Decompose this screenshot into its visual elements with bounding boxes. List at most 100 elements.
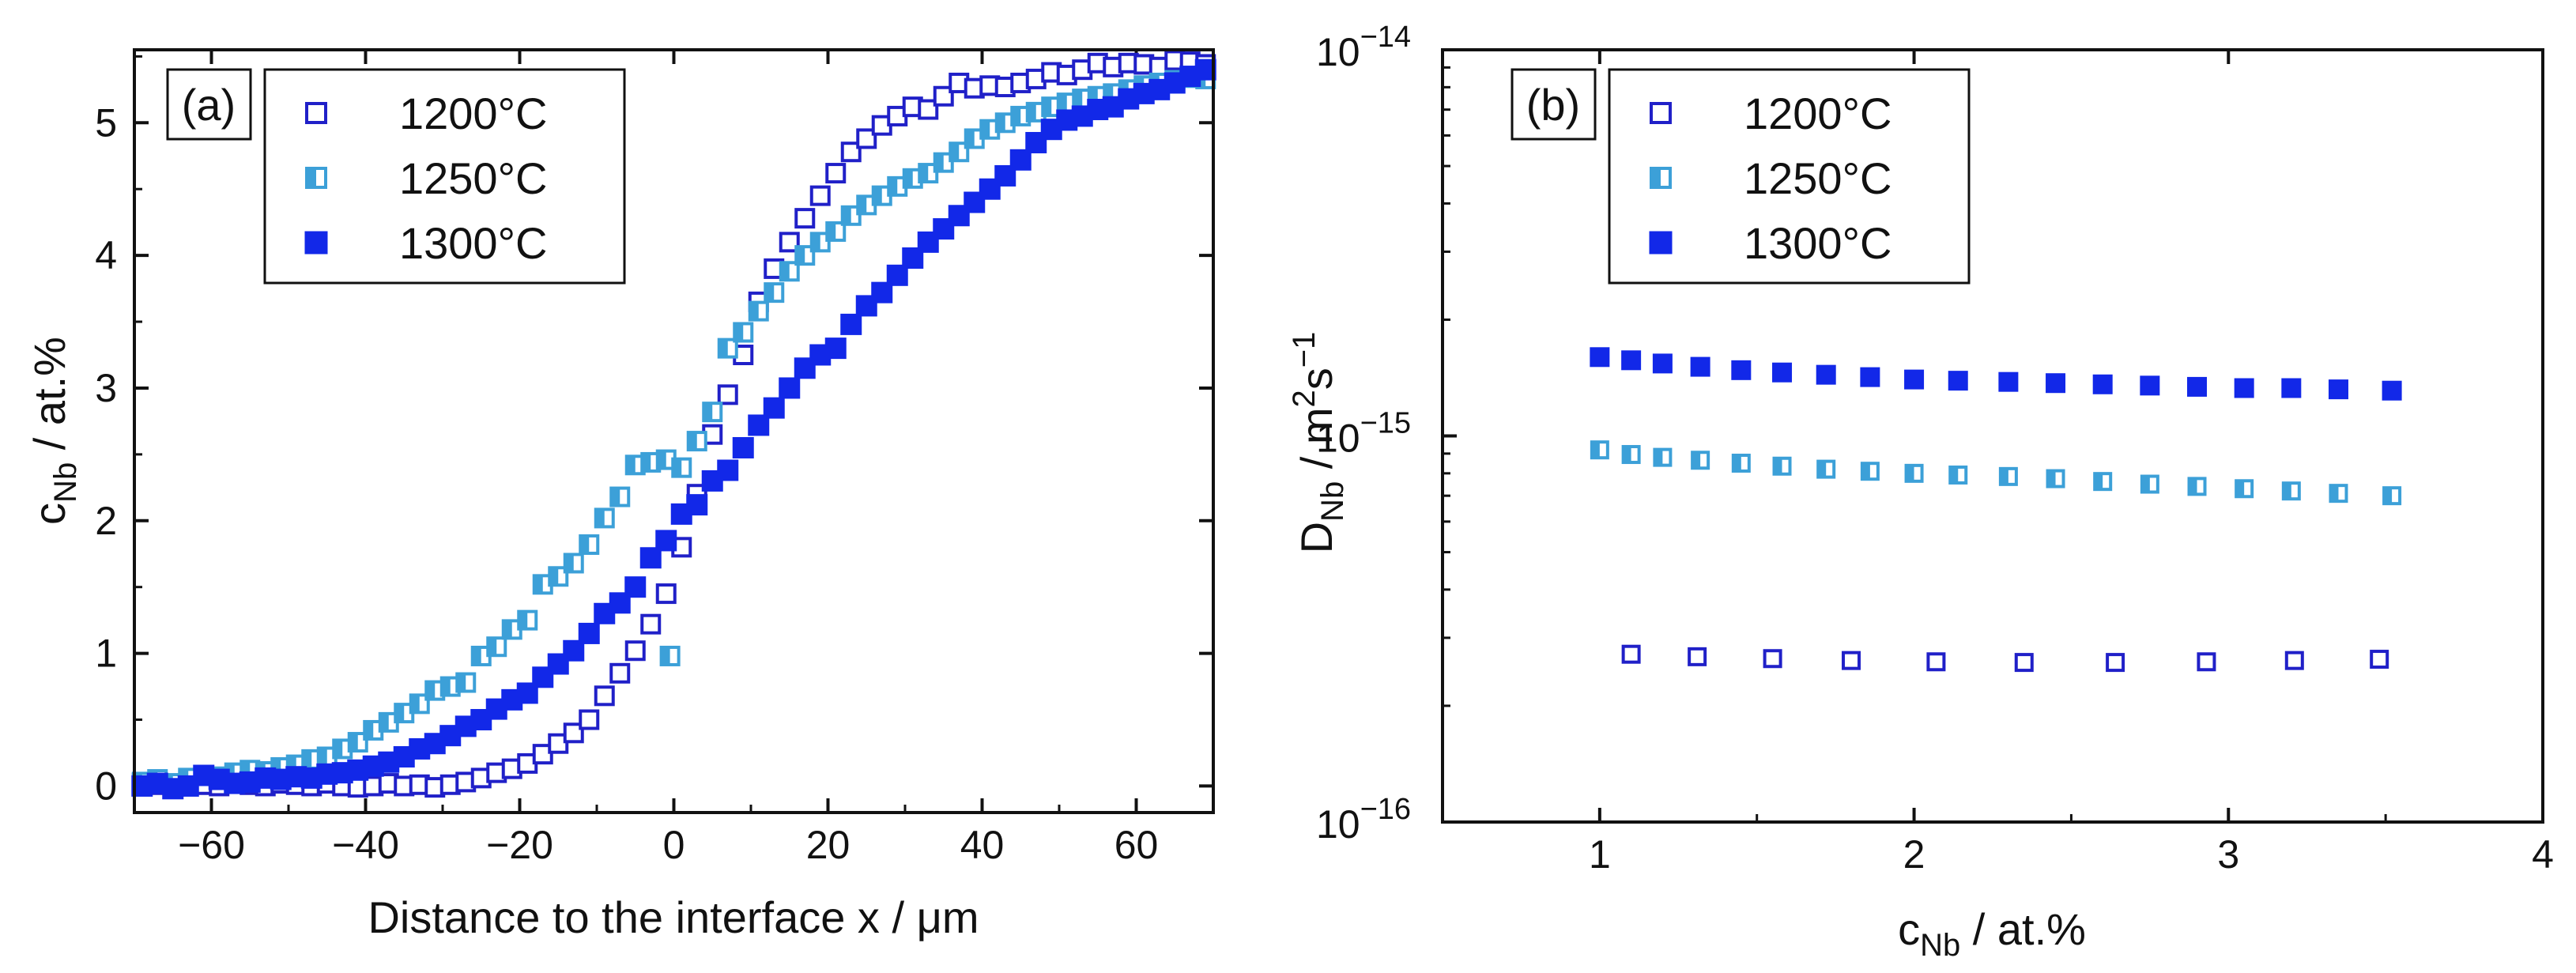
panel-b-data-point bbox=[1816, 364, 1836, 385]
panel-b-y-tick-label: 10−15 bbox=[1316, 407, 1411, 461]
panel-b-legend-label: 1200°C bbox=[1744, 89, 1891, 138]
panel-b-legend-marker bbox=[1650, 167, 1672, 189]
panel-b-data-point bbox=[1948, 371, 1968, 391]
panel-a-plot-frame bbox=[133, 48, 1215, 814]
panel-b-data-point bbox=[1904, 463, 1924, 483]
panel-a-data-point bbox=[933, 152, 954, 173]
panel-b-data-point bbox=[2197, 652, 2216, 672]
panel-b-data-point bbox=[2382, 380, 2402, 401]
panel-a-data-point bbox=[594, 685, 615, 707]
panel-b-x-axis-label: cNb / at.% bbox=[1898, 904, 2086, 963]
panel-a-data-point bbox=[809, 185, 831, 206]
panel-a-data-point bbox=[532, 744, 553, 765]
panel-b-data-point bbox=[1690, 356, 1710, 377]
panel-b-data-point bbox=[1816, 459, 1836, 479]
panel-b-data-point bbox=[2234, 378, 2254, 398]
panel-b-points bbox=[1590, 347, 2402, 673]
panel-a-data-point bbox=[517, 609, 538, 631]
panel-b-legend-label: 1250°C bbox=[1744, 153, 1891, 203]
panel-b-ticks: 1 2 3 4 10−16 10−15 10−14 bbox=[1316, 21, 2554, 877]
panel-b-y-tick-label: 10−16 bbox=[1316, 793, 1411, 847]
panel-b-data-point bbox=[2046, 373, 2066, 394]
panel-b-data-point bbox=[1763, 649, 1782, 669]
panel-a-data-point bbox=[779, 377, 801, 399]
panel-b-data-point bbox=[1731, 360, 1752, 380]
panel-b-data-point bbox=[2328, 379, 2348, 400]
panel-b-data-point bbox=[2093, 472, 2113, 492]
panel-a-data-point bbox=[378, 711, 399, 733]
panel-b-chart: 1 2 3 4 10−16 10−15 10−14 (b) 1200°C 1250°C 1300… bbox=[1287, 21, 2554, 963]
panel-a-data-point bbox=[933, 85, 954, 107]
panel-a-data-point bbox=[840, 313, 862, 335]
panel-b-label-box: (b) bbox=[1511, 68, 1597, 141]
panel-a-data-point bbox=[779, 261, 800, 282]
panel-a-data-point bbox=[840, 141, 862, 163]
panel-b-data-point bbox=[2284, 651, 2304, 670]
panel-a-data-point bbox=[794, 208, 816, 229]
panel-a-data-point bbox=[486, 636, 507, 658]
panel-b-legend-marker bbox=[1649, 231, 1673, 255]
panel-a-data-point bbox=[702, 402, 723, 423]
panel-b-data-point bbox=[2014, 653, 2034, 673]
panel-b-data-point bbox=[2281, 481, 2301, 501]
panel-b-data-point bbox=[1731, 453, 1751, 473]
panel-a-data-point bbox=[655, 583, 677, 605]
panel-a-legend-label: 1300°C bbox=[399, 218, 547, 268]
panel-a-data-point bbox=[640, 613, 662, 635]
panel-b-data-point bbox=[1860, 367, 1880, 387]
panel-b-data-point bbox=[1904, 369, 1925, 390]
panel-a-legend-marker bbox=[305, 167, 327, 189]
panel-b-data-point bbox=[1691, 451, 1710, 470]
panel-a-data-point bbox=[548, 566, 569, 587]
panel-a-data-point bbox=[748, 300, 769, 322]
panel-a-y-tick-label: 1 bbox=[95, 632, 117, 676]
panel-a-data-point bbox=[563, 722, 584, 744]
panel-a-data-point bbox=[794, 245, 816, 266]
panel-a-data-point bbox=[686, 494, 708, 516]
panel-b-data-point bbox=[2187, 376, 2208, 397]
panel-a-y-axis-label: cNb / at.% bbox=[25, 337, 83, 525]
panel-b-data-point bbox=[2187, 477, 2207, 496]
panel-a-data-point bbox=[624, 576, 647, 598]
panel-a-ticks: −60 −40 −20 0 20 40 60 0 1 2 3 4 5 bbox=[95, 50, 1215, 867]
panel-a-data-point bbox=[856, 128, 877, 149]
panel-b-series-2 bbox=[1590, 347, 2402, 401]
panel-b-x-tick-label: 3 bbox=[2217, 832, 2239, 877]
panel-a-x-tick-label: −40 bbox=[332, 823, 399, 867]
panel-a-data-point bbox=[439, 676, 461, 697]
panel-a-data-point bbox=[579, 709, 600, 730]
panel-b-data-point bbox=[1652, 353, 1673, 374]
panel-a-data-point bbox=[1025, 101, 1047, 123]
panel-b-data-point bbox=[1842, 651, 1861, 670]
panel-b-data-point bbox=[1772, 362, 1793, 383]
panel-b-data-point bbox=[1948, 465, 1968, 485]
panel-a-x-tick-label: 20 bbox=[806, 823, 850, 867]
panel-a-data-point bbox=[717, 384, 738, 405]
panel-a-data-point bbox=[609, 662, 631, 684]
panel-a-data-point bbox=[563, 552, 584, 574]
panel-a-data-point bbox=[409, 693, 430, 715]
panel-a-y-tick-label: 0 bbox=[95, 764, 117, 808]
panel-a-data-point bbox=[547, 653, 569, 675]
panel-b-series-0 bbox=[1621, 644, 2389, 673]
panel-b-x-tick-label: 1 bbox=[1589, 832, 1611, 877]
panel-b-data-point bbox=[2370, 650, 2389, 669]
panel-b-legend-marker bbox=[1650, 102, 1672, 124]
panel-a-data-point bbox=[732, 436, 754, 458]
panel-a-label-box: (a) bbox=[166, 68, 252, 141]
panel-b-data-point bbox=[1590, 347, 1610, 368]
panel-b-x-tick-label: 4 bbox=[2532, 832, 2554, 877]
panel-a-data-point bbox=[579, 534, 600, 555]
panel-b-data-point bbox=[1621, 350, 1642, 371]
panel-b-data-point bbox=[1860, 462, 1880, 481]
panel-a-x-tick-label: −60 bbox=[178, 823, 245, 867]
panel-a-data-point bbox=[840, 205, 862, 226]
panel-a-data-point bbox=[949, 141, 970, 163]
panel-a-data-point bbox=[717, 338, 738, 359]
panel-a-legend-label: 1250°C bbox=[399, 153, 547, 203]
panel-b-legend: 1200°C 1250°C 1300°C bbox=[1608, 68, 1971, 285]
panel-a-y-tick-label: 2 bbox=[95, 499, 117, 543]
panel-b-data-point bbox=[1653, 447, 1673, 467]
panel-a-label: (a) bbox=[182, 80, 236, 130]
